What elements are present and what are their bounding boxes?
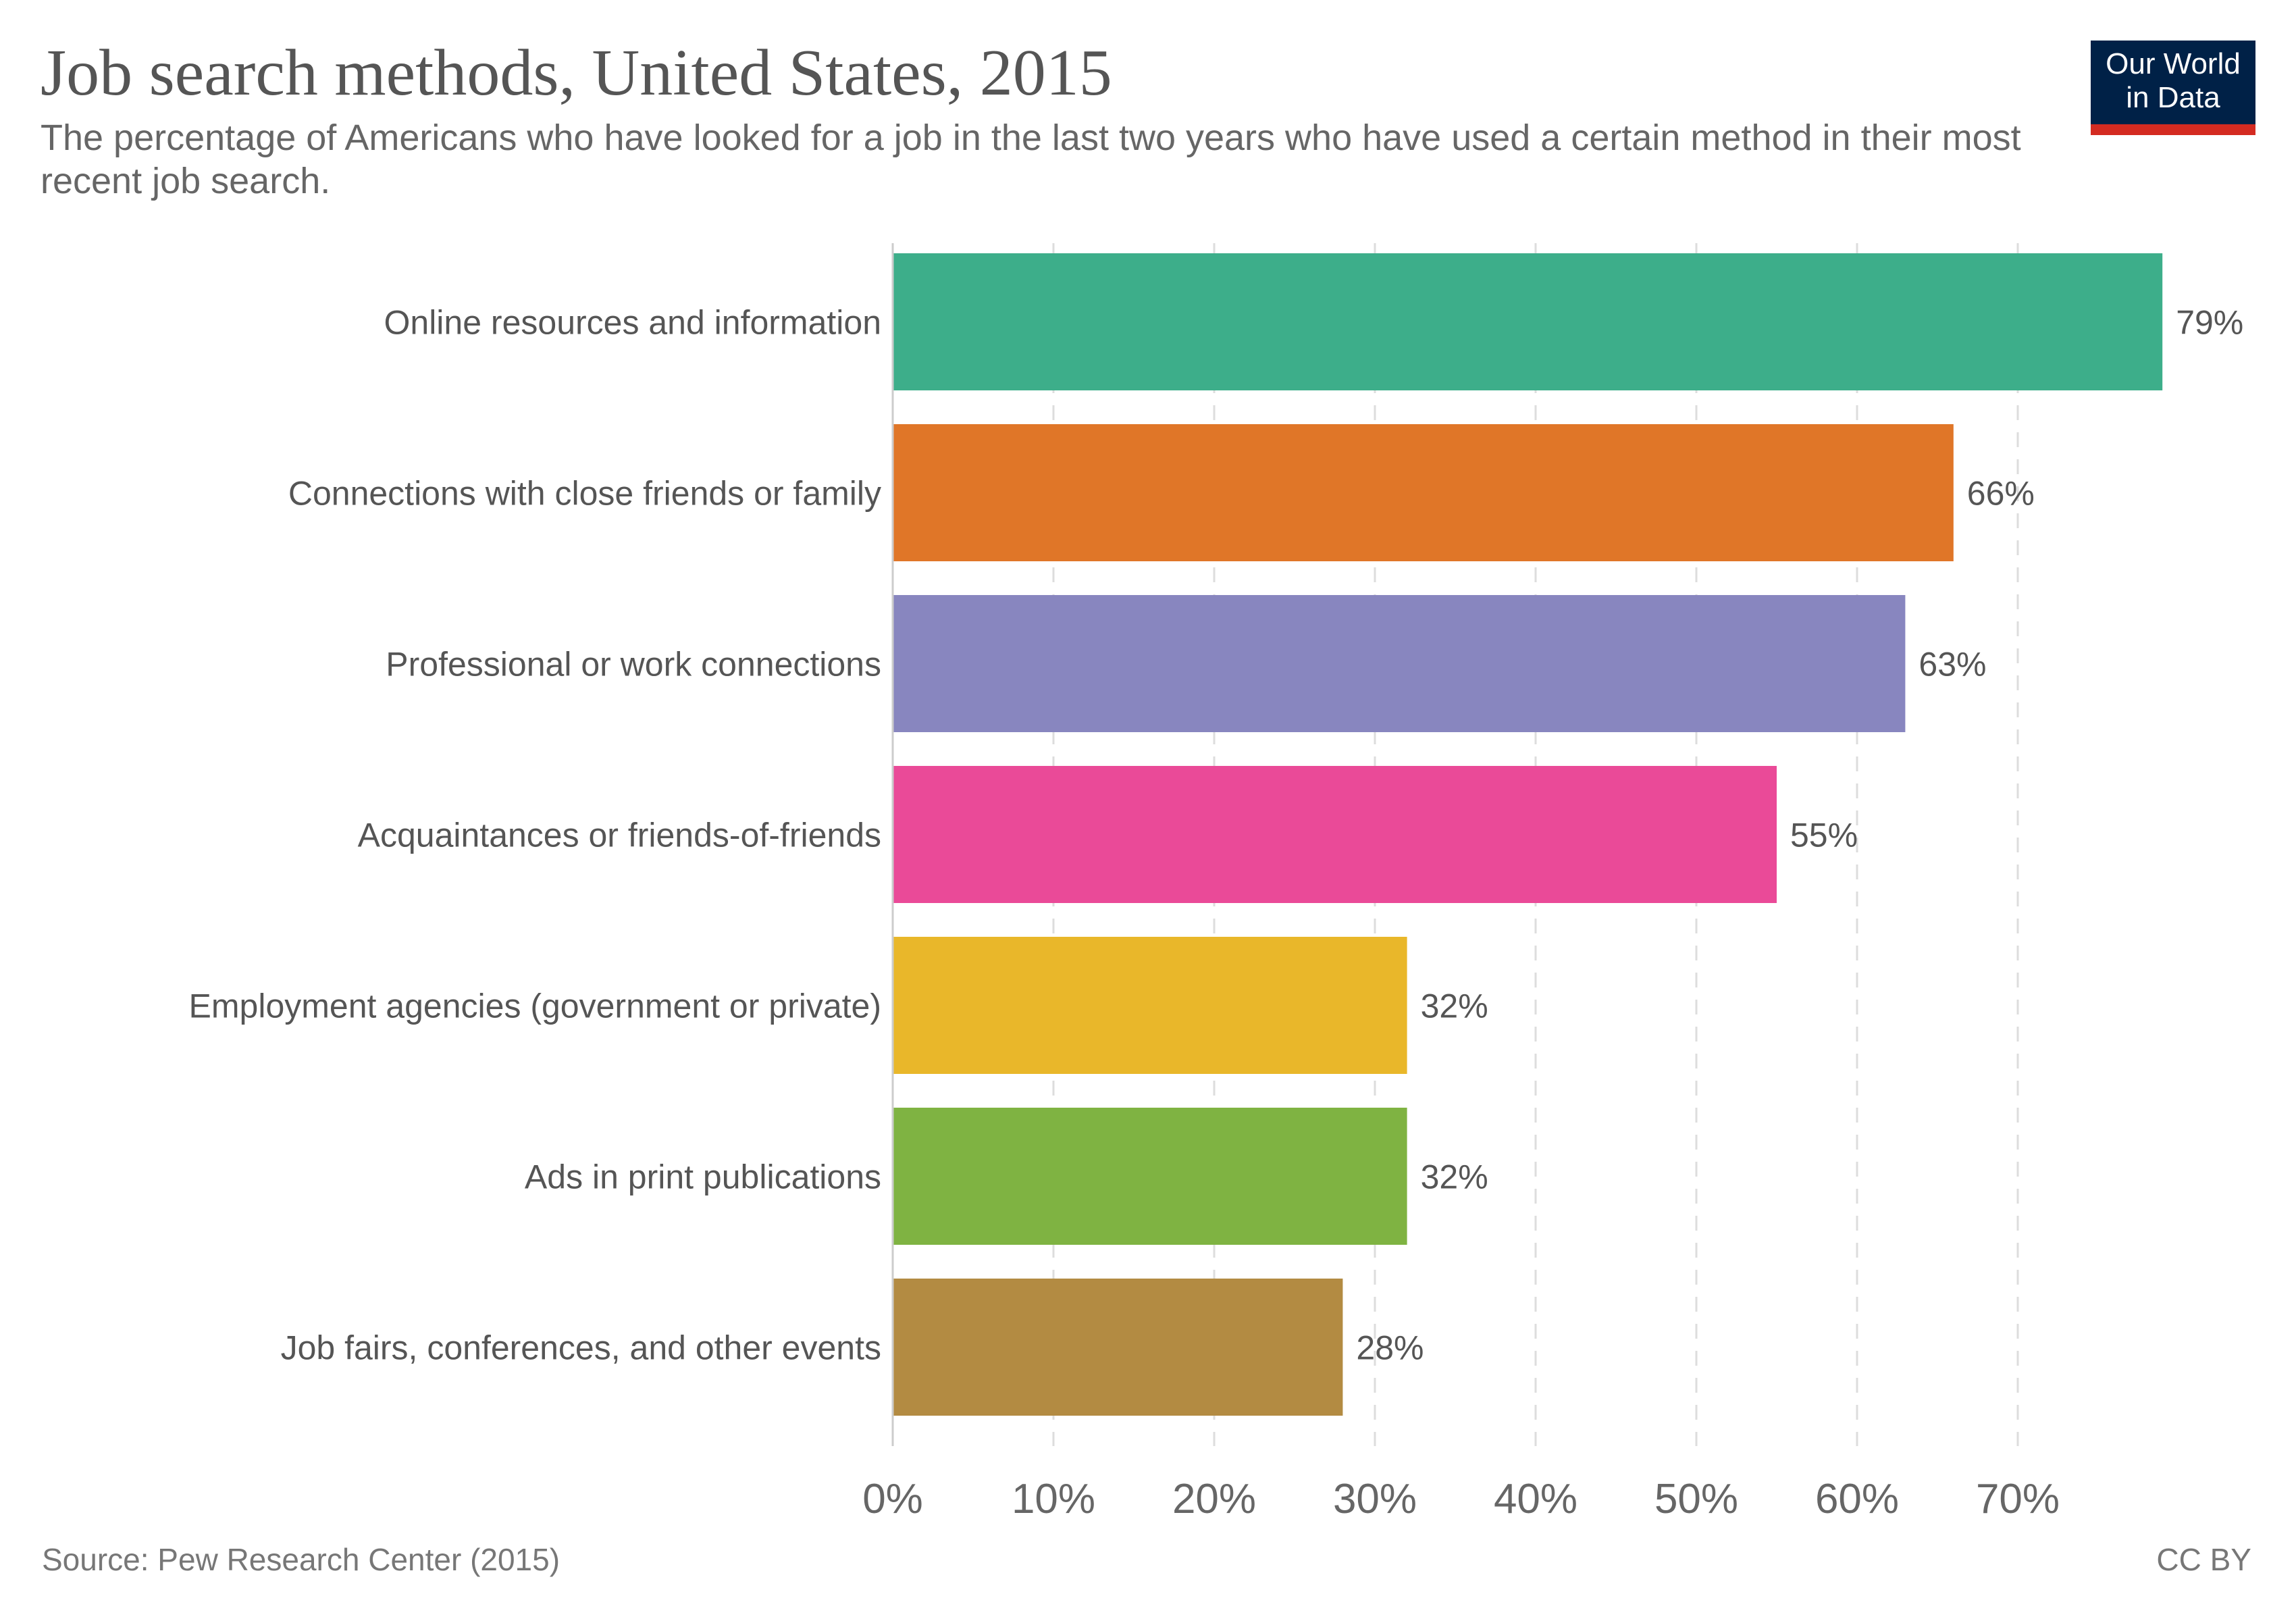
source-note[interactable]: Source: Pew Research Center (2015) bbox=[42, 1542, 560, 1577]
x-tick-label: 60% bbox=[1815, 1476, 1899, 1522]
chart-subtitle: The percentage of Americans who have loo… bbox=[41, 118, 2021, 201]
category-label: Online resources and information bbox=[384, 304, 882, 342]
value-label: 66% bbox=[1967, 475, 2035, 513]
chart-title: Job search methods, United States, 2015 bbox=[41, 36, 1112, 109]
x-tick-label: 0% bbox=[862, 1476, 923, 1522]
license-link[interactable]: CC BY bbox=[2156, 1542, 2251, 1577]
bar[interactable] bbox=[893, 424, 1954, 561]
logo-line-2: in Data bbox=[2126, 81, 2220, 114]
value-label: 63% bbox=[1919, 646, 1986, 684]
bars bbox=[893, 253, 2163, 1416]
value-label: 32% bbox=[1421, 1158, 1488, 1196]
category-label: Connections with close friends or family bbox=[288, 475, 881, 513]
owid-logo[interactable]: Our World in Data bbox=[2091, 41, 2255, 135]
category-label: Employment agencies (government or priva… bbox=[189, 987, 881, 1025]
x-tick-label: 30% bbox=[1333, 1476, 1417, 1522]
value-label: 55% bbox=[1790, 817, 1858, 854]
bar[interactable] bbox=[893, 937, 1407, 1074]
x-tick-label: 70% bbox=[1976, 1476, 2060, 1522]
category-labels: Online resources and information Connecti… bbox=[189, 304, 881, 1367]
category-label: Job fairs, conferences, and other events bbox=[281, 1329, 881, 1367]
value-label: 79% bbox=[2176, 304, 2243, 342]
x-tick-labels: 0% 10% 20% 30% 40% 50% 60% 70% bbox=[862, 1476, 2060, 1522]
category-label: Professional or work connections bbox=[386, 646, 881, 684]
logo-line-1: Our World bbox=[2106, 47, 2241, 80]
x-tick-label: 10% bbox=[1012, 1476, 1095, 1522]
x-tick-label: 20% bbox=[1172, 1476, 1256, 1522]
x-tick-label: 40% bbox=[1494, 1476, 1577, 1522]
bar[interactable] bbox=[893, 1108, 1407, 1245]
x-tick-label: 50% bbox=[1654, 1476, 1738, 1522]
category-label: Acquaintances or friends-of-friends bbox=[358, 817, 881, 854]
value-labels: 79% 66% 63% 55% 32% 32% 28% bbox=[1356, 304, 2243, 1367]
bar[interactable] bbox=[893, 595, 1906, 732]
category-label: Ads in print publications bbox=[525, 1158, 881, 1196]
logo-accent-bar bbox=[2091, 124, 2255, 135]
bar[interactable] bbox=[893, 1279, 1343, 1416]
logo-text: Our World in Data bbox=[2091, 47, 2255, 115]
bar[interactable] bbox=[893, 253, 2163, 390]
bar[interactable] bbox=[893, 766, 1777, 903]
value-label: 32% bbox=[1421, 987, 1488, 1025]
value-label: 28% bbox=[1356, 1329, 1424, 1367]
